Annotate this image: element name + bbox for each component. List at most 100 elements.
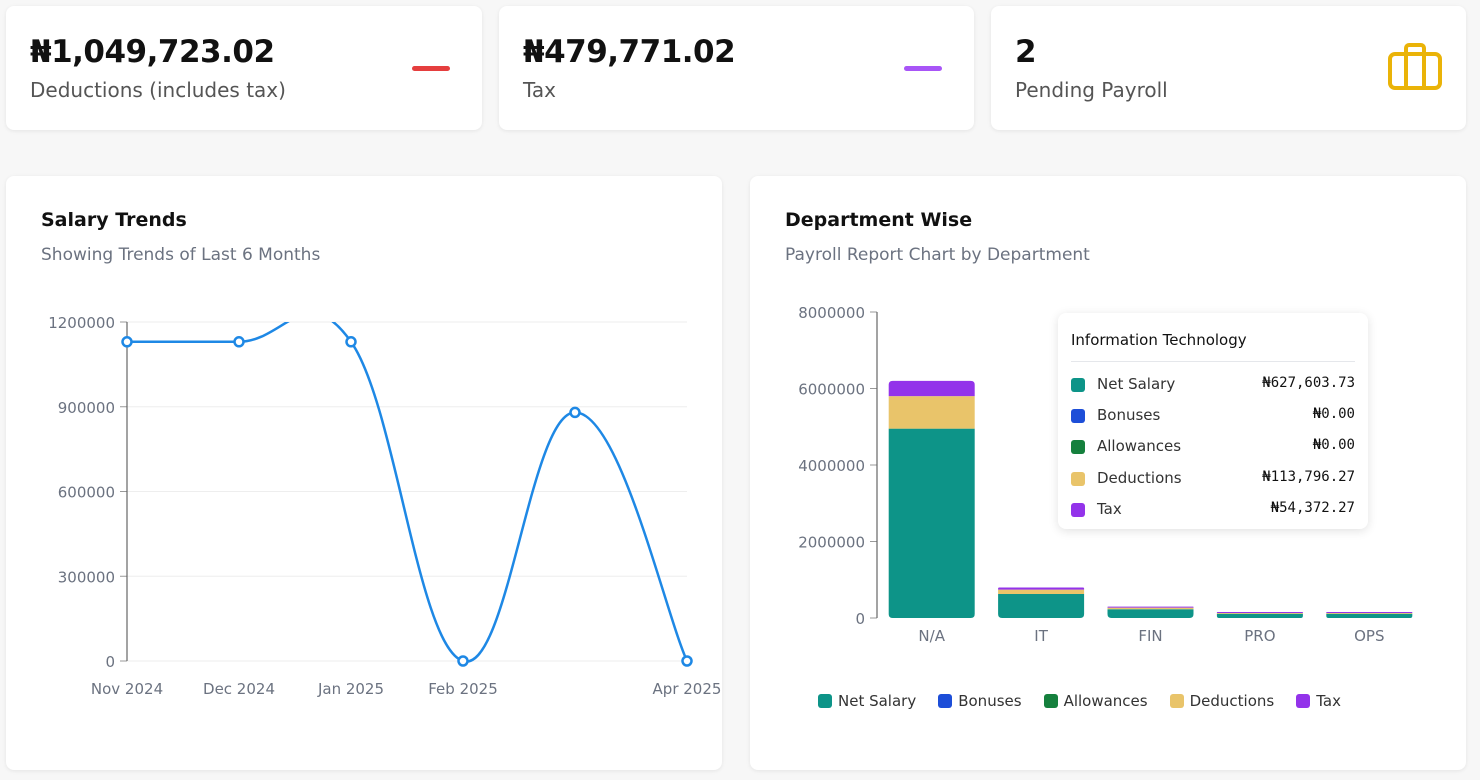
legend-swatch (1071, 472, 1085, 486)
tooltip-row-value: ₦113,796.27 (1262, 469, 1355, 485)
tooltip-row-bonuses: Bonuses ₦0.00 (1071, 406, 1355, 426)
stat-label: Tax (523, 78, 556, 102)
bar-segment (1107, 606, 1194, 608)
legend-swatch (1071, 503, 1085, 517)
tooltip-row-value: ₦54,372.27 (1270, 500, 1355, 516)
data-point (681, 655, 693, 667)
legend-label: Allowances (1063, 692, 1148, 710)
legend-swatch (1071, 440, 1085, 454)
bar-segment (1216, 613, 1303, 618)
stat-label: Pending Payroll (1015, 78, 1168, 102)
stat-label: Deductions (includes tax) (30, 78, 286, 102)
legend-label: Tax (1316, 692, 1341, 710)
bar-segment (888, 380, 975, 397)
tooltip-row-value: ₦0.00 (1312, 437, 1355, 453)
bar-segment (998, 587, 1085, 590)
panel-title: Salary Trends (41, 209, 187, 231)
minus-icon (412, 66, 450, 71)
y-tick-label: 1200000 (48, 314, 115, 332)
bar-segment (998, 589, 1085, 594)
data-point (233, 336, 245, 348)
chart-tooltip: Information Technology Net Salary ₦627,6… (1058, 313, 1368, 529)
bar-segment (1216, 612, 1303, 614)
panel-subtitle: Payroll Report Chart by Department (785, 245, 1090, 265)
legend-swatch (1071, 378, 1085, 392)
bar-segment (1326, 612, 1413, 614)
stat-card-deductions: ₦1,049,723.02 Deductions (includes tax) (6, 6, 482, 130)
salary-trends-card: Salary Trends Showing Trends of Last 6 M… (6, 176, 722, 770)
tooltip-divider (1071, 361, 1355, 362)
bar-segment (888, 428, 975, 618)
tooltip-row-tax: Tax ₦54,372.27 (1071, 500, 1355, 520)
x-tick-label: Feb 2025 (428, 680, 498, 698)
x-tick-label: FIN (1138, 627, 1162, 645)
tooltip-row-name: Deductions (1097, 469, 1182, 487)
panel-subtitle: Showing Trends of Last 6 Months (41, 245, 321, 265)
stat-value: 2 (1015, 34, 1037, 70)
y-tick-label: 2000000 (798, 534, 865, 552)
y-tick-label: 0 (855, 610, 865, 628)
stat-card-tax: ₦479,771.02 Tax (499, 6, 974, 130)
tooltip-row-name: Net Salary (1097, 375, 1176, 393)
chart-legend: Net Salary Bonuses Allowances Deductions… (818, 692, 1341, 710)
y-tick-label: 4000000 (798, 457, 865, 475)
x-tick-label: PRO (1244, 627, 1275, 645)
bar-segment (1326, 612, 1413, 614)
x-tick-label: OPS (1354, 627, 1384, 645)
tooltip-row-net-salary: Net Salary ₦627,603.73 (1071, 375, 1355, 395)
legend-item-net-salary[interactable]: Net Salary (818, 692, 916, 710)
bar-segment (1216, 612, 1303, 614)
x-tick-label: IT (1034, 627, 1048, 645)
x-tick-label: N/A (918, 627, 945, 645)
x-tick-label: Nov 2024 (91, 680, 163, 698)
tooltip-title: Information Technology (1071, 331, 1247, 349)
tooltip-row-value: ₦627,603.73 (1262, 375, 1355, 391)
stat-card-pending-payroll: 2 Pending Payroll (991, 6, 1466, 130)
y-tick-label: 300000 (58, 568, 115, 586)
bar-segment (998, 593, 1085, 618)
bar-segment (1107, 609, 1194, 618)
data-point (457, 655, 469, 667)
legend-swatch (1296, 694, 1311, 708)
legend-swatch (818, 694, 832, 708)
y-tick-label: 600000 (58, 484, 115, 502)
data-point (121, 336, 133, 348)
legend-swatch (1043, 694, 1058, 708)
tooltip-row-name: Tax (1097, 500, 1122, 518)
legend-label: Deductions (1189, 692, 1275, 710)
briefcase-icon (1388, 43, 1442, 90)
legend-swatch (1169, 694, 1184, 708)
legend-label: Bonuses (958, 692, 1022, 710)
x-tick-label: Apr 2025 (653, 680, 722, 698)
legend-swatch (1071, 409, 1085, 423)
tooltip-row-allowances: Allowances ₦0.00 (1071, 437, 1355, 457)
panel-title: Department Wise (785, 209, 973, 231)
x-tick-label: Jan 2025 (317, 680, 384, 698)
tooltip-row-deductions: Deductions ₦113,796.27 (1071, 469, 1355, 489)
legend-item-tax[interactable]: Tax (1296, 692, 1341, 710)
data-point (345, 336, 357, 348)
y-tick-label: 900000 (58, 399, 115, 417)
data-point (569, 406, 581, 419)
legend-item-bonuses[interactable]: Bonuses (938, 692, 1022, 710)
x-tick-label: Dec 2024 (203, 680, 275, 698)
y-tick-label: 8000000 (798, 304, 865, 322)
legend-label: Net Salary (838, 692, 917, 710)
legend-item-deductions[interactable]: Deductions (1169, 692, 1275, 710)
series-line (127, 322, 689, 663)
minus-icon (904, 66, 942, 71)
bar-segment (888, 396, 975, 429)
legend-item-allowances[interactable]: Allowances (1043, 692, 1148, 710)
stat-value: ₦1,049,723.02 (30, 34, 275, 70)
bar-segment (1107, 607, 1194, 610)
bar-segment (1326, 613, 1413, 618)
y-tick-label: 0 (105, 653, 115, 671)
tooltip-row-name: Bonuses (1097, 406, 1161, 424)
stat-value: ₦479,771.02 (523, 34, 736, 70)
tooltip-row-name: Allowances (1097, 437, 1182, 455)
tooltip-row-value: ₦0.00 (1312, 406, 1355, 422)
legend-swatch (938, 694, 953, 708)
y-tick-label: 6000000 (798, 381, 865, 399)
